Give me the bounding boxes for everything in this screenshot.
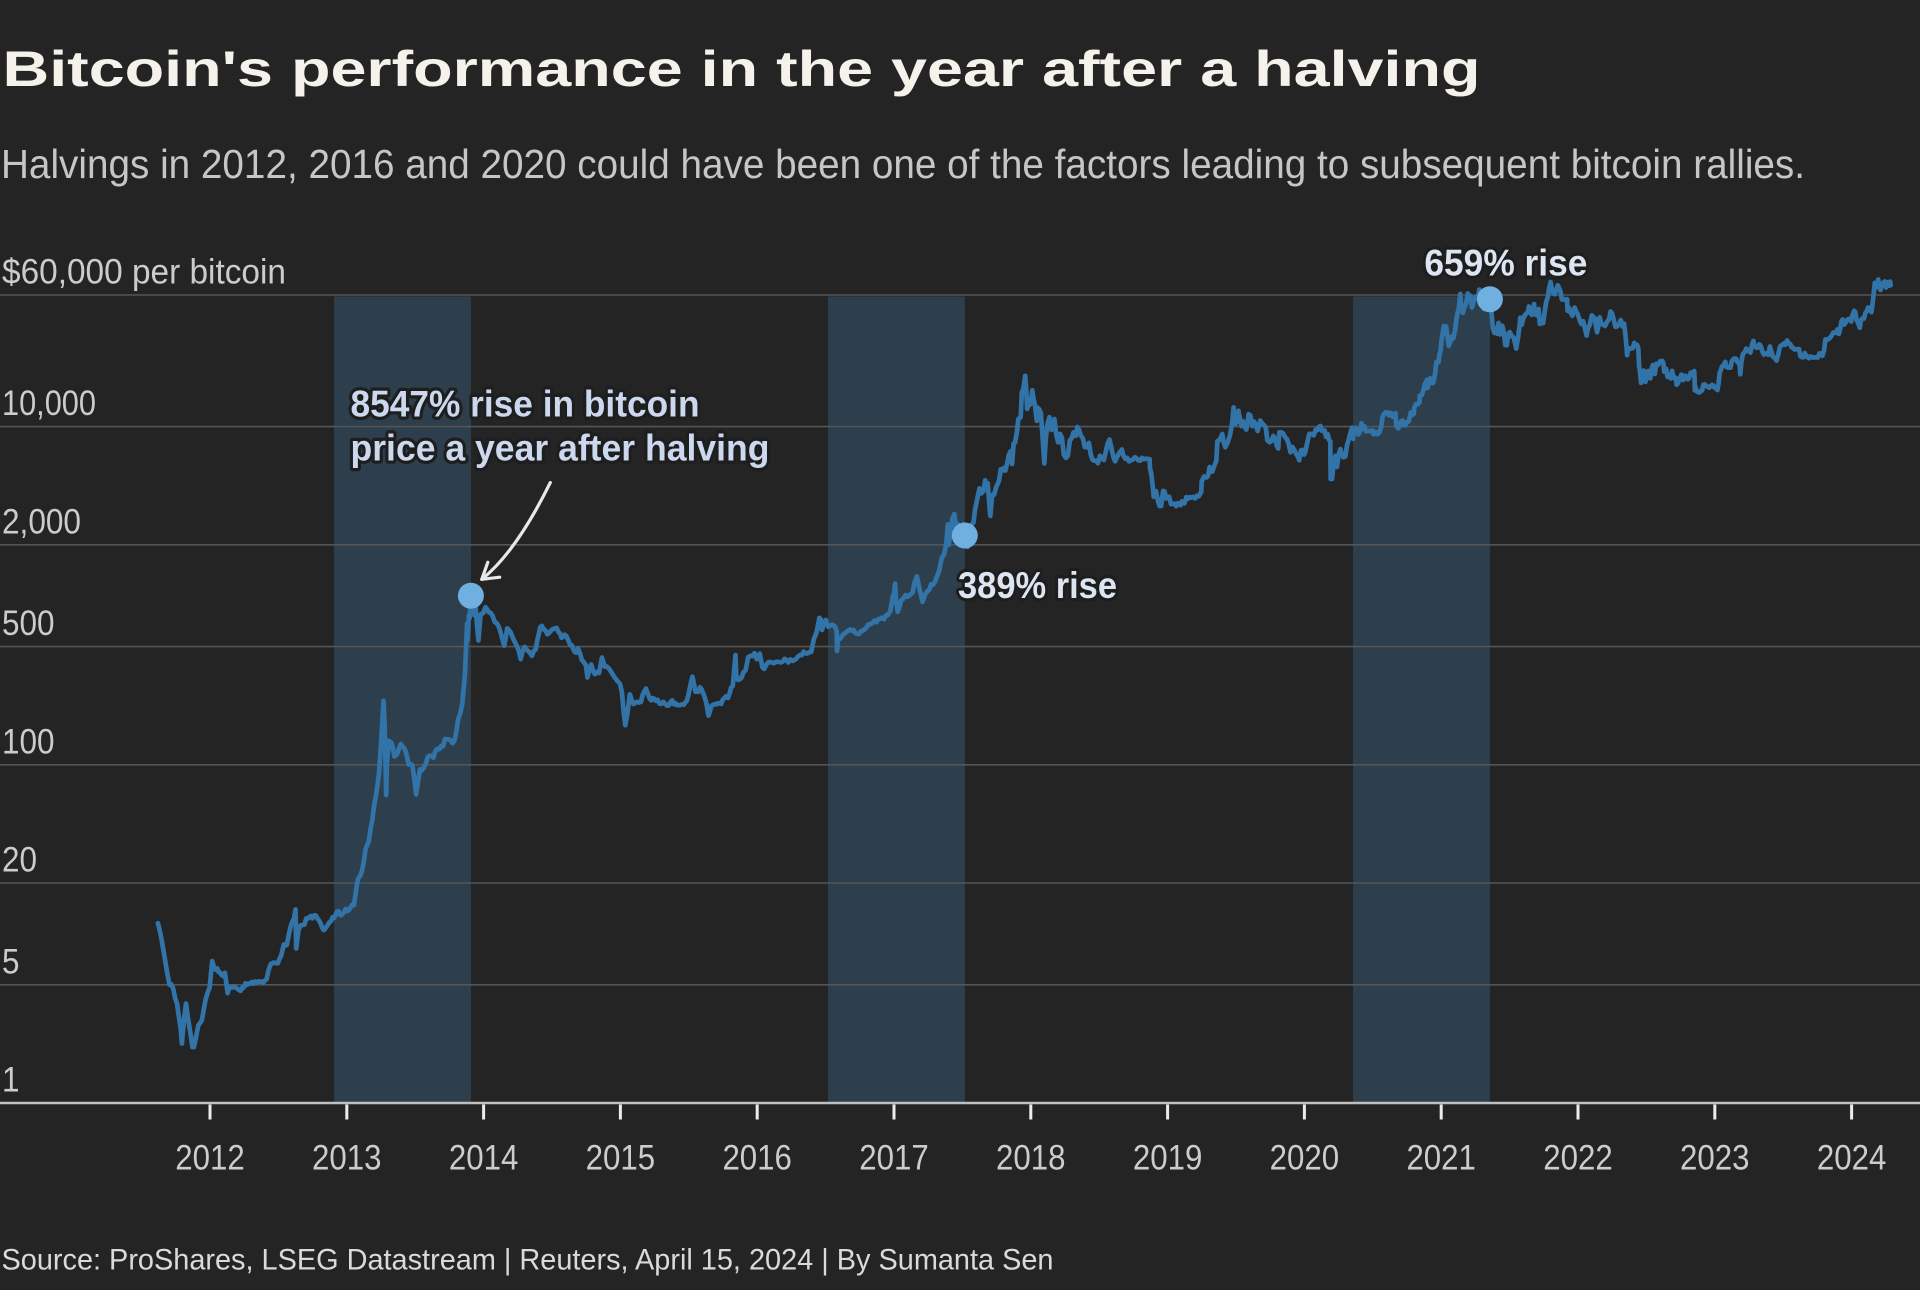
svg-text:Bitcoin's performance in the y: Bitcoin's performance in the year after … <box>3 41 1481 97</box>
svg-text:price a year after halving: price a year after halving <box>351 428 770 469</box>
svg-text:2016: 2016 <box>722 1139 792 1178</box>
svg-text:500: 500 <box>2 604 55 643</box>
svg-text:2020: 2020 <box>1270 1139 1340 1178</box>
svg-text:2012: 2012 <box>175 1139 245 1178</box>
svg-text:Halvings in 2012, 2016 and 202: Halvings in 2012, 2016 and 2020 could ha… <box>1 141 1805 187</box>
svg-text:10,000: 10,000 <box>2 384 96 423</box>
svg-text:2022: 2022 <box>1543 1139 1613 1178</box>
svg-text:5: 5 <box>2 942 20 981</box>
svg-text:2019: 2019 <box>1133 1139 1203 1178</box>
svg-text:1: 1 <box>2 1061 20 1100</box>
svg-text:2021: 2021 <box>1406 1139 1476 1178</box>
svg-text:2023: 2023 <box>1680 1139 1750 1178</box>
svg-text:389% rise: 389% rise <box>958 565 1117 606</box>
svg-text:2015: 2015 <box>586 1139 656 1178</box>
svg-text:2024: 2024 <box>1817 1139 1887 1178</box>
svg-text:100: 100 <box>2 722 55 761</box>
svg-text:2017: 2017 <box>859 1139 929 1178</box>
svg-text:2018: 2018 <box>996 1139 1066 1178</box>
svg-text:2,000: 2,000 <box>2 502 81 541</box>
svg-text:8547% rise in bitcoin: 8547% rise in bitcoin <box>351 384 700 425</box>
svg-text:20: 20 <box>2 841 37 880</box>
svg-text:$60,000 per bitcoin: $60,000 per bitcoin <box>2 253 286 292</box>
svg-text:659% rise: 659% rise <box>1424 243 1587 284</box>
svg-text:2014: 2014 <box>449 1139 519 1178</box>
svg-text:Source: ProShares, LSEG Datast: Source: ProShares, LSEG Datastream | Reu… <box>2 1244 1054 1277</box>
svg-text:2013: 2013 <box>312 1139 382 1178</box>
